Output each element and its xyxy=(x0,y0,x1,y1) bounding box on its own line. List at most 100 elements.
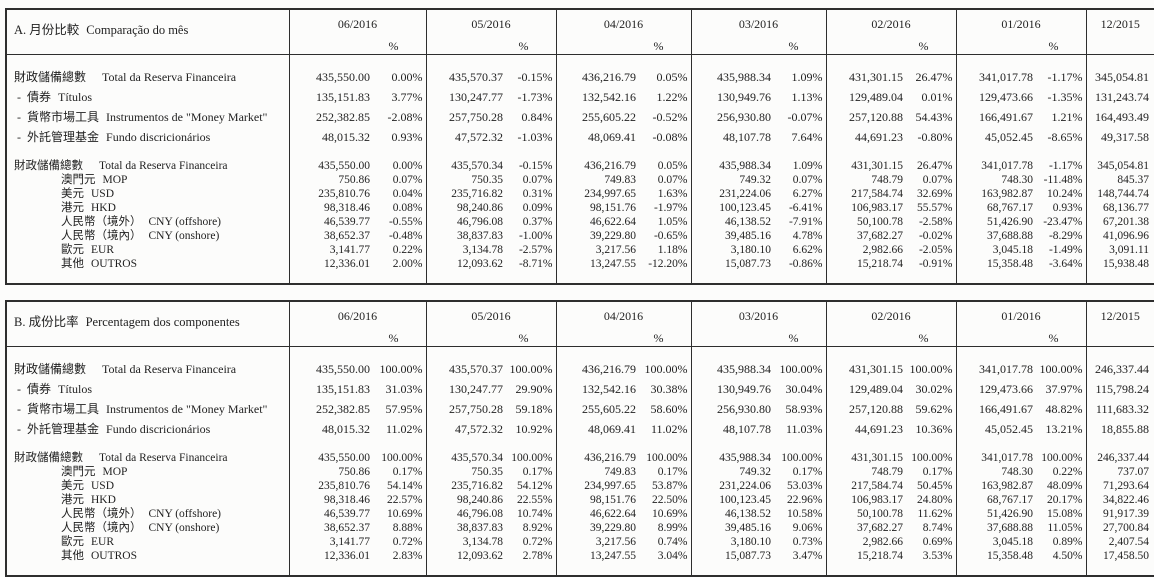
dash-prefix: - xyxy=(17,422,21,436)
value-cell: 12,093.62 xyxy=(425,549,508,563)
spacer-cell xyxy=(1085,563,1154,576)
spacer-cell xyxy=(908,145,956,159)
row-label-pt: EUR xyxy=(91,536,114,548)
row-label-zh: 財政儲備總數 xyxy=(14,160,83,172)
value-cell: 341,017.78 xyxy=(955,357,1038,377)
row-label-zh: 美元 xyxy=(61,188,84,200)
value-cell: 231,224.06 xyxy=(690,187,776,201)
spacer-cell xyxy=(6,437,289,451)
header-row-percent: %%%%%% xyxy=(6,331,1154,347)
spacer-cell xyxy=(375,271,426,284)
value-cell-dec2015: 246,337.44 xyxy=(1085,357,1154,377)
value-cell-dec2015: 34,822.46 xyxy=(1085,493,1154,507)
value-cell: 235,810.76 xyxy=(288,479,375,493)
value-cell: 436,216.79 xyxy=(555,357,641,377)
percent-cell: 0.00% xyxy=(392,160,423,172)
percent-cell: 2.00% xyxy=(392,258,423,270)
percent-cell: 100.00% xyxy=(1039,362,1083,376)
value-cell: 748.79 xyxy=(825,173,908,187)
percent-cell: 11.62% xyxy=(917,508,953,520)
value-cell: 129,473.66 xyxy=(955,377,1038,397)
spacer-cell xyxy=(1085,271,1154,284)
percent-cell: 10.92% xyxy=(515,422,553,436)
column-header-month: 05/2016 xyxy=(425,301,556,331)
value-cell: 12,336.01 xyxy=(288,257,375,271)
spacer-cell xyxy=(288,271,375,284)
row-label-pt: Total da Reserva Financeira xyxy=(99,160,228,172)
table-row: 美元 USD 235,810.76 0.04% 235,716.82 0.31% 234,9… xyxy=(6,187,1154,201)
percent-cell: 48.82% xyxy=(1045,402,1083,416)
row-label-pt: OUTROS xyxy=(91,258,138,270)
percent-cell: 48.09% xyxy=(1047,480,1083,492)
column-header-month: 06/2016 xyxy=(288,301,426,331)
percent-cell: 0.17% xyxy=(922,466,953,478)
value-cell: 234,997.65 xyxy=(555,187,641,201)
value-cell-dec2015: 27,700.84 xyxy=(1085,521,1154,535)
section-title-zh: A. 月份比較 xyxy=(14,23,80,37)
percent-cell: 8.74% xyxy=(922,522,953,534)
column-header-month: 06/2016 xyxy=(288,9,426,39)
value-cell: 163,982.87 xyxy=(955,187,1038,201)
spacer-cell xyxy=(641,271,691,284)
spacer-row xyxy=(6,437,1154,451)
percent-cell: 6.27% xyxy=(792,188,823,200)
row-label: - 外託管理基金 Fundo discricionários xyxy=(6,417,289,437)
percent-cell: -0.86% xyxy=(788,258,823,270)
row-label: 歐元 EUR xyxy=(6,243,289,257)
value-cell: 130,949.76 xyxy=(690,85,776,105)
value-cell: 13,247.55 xyxy=(555,549,641,563)
percent-cell: 11.05% xyxy=(1047,522,1083,534)
percent-cell: 4.78% xyxy=(792,230,823,242)
value-cell: 130,247.77 xyxy=(425,85,508,105)
column-header-percent: % xyxy=(425,39,556,55)
percent-cell: 20.17% xyxy=(1047,494,1083,506)
column-header-month: 04/2016 xyxy=(555,9,691,39)
percent-cell: 10.36% xyxy=(915,422,953,436)
row-label: 人民幣（境外） CNY (offshore) xyxy=(6,507,289,521)
percent-cell: 24.80% xyxy=(917,494,953,506)
value-cell: 48,069.41 xyxy=(555,125,641,145)
value-cell: 37,682.27 xyxy=(825,229,908,243)
value-cell: 255,605.22 xyxy=(555,397,641,417)
percent-cell: -1.97% xyxy=(653,202,688,214)
row-label: 人民幣（境外） CNY (offshore) xyxy=(6,215,289,229)
percent-cell: 3.47% xyxy=(792,550,823,562)
percent-cell: 0.73% xyxy=(792,536,823,548)
spacer-cell xyxy=(1085,437,1154,451)
spacer-cell xyxy=(908,271,956,284)
table-row: - 債券 Títulos 135,151.83 3.77% 130,247.77 -1.73… xyxy=(6,85,1154,105)
percent-cell: 15.08% xyxy=(1047,508,1083,520)
section-title: B. 成份比率 Percentagem dos componentes xyxy=(6,301,289,347)
column-header-month: 04/2016 xyxy=(555,301,691,331)
spacer-cell xyxy=(1038,145,1086,159)
row-label-pt: USD xyxy=(91,188,115,200)
row-label: 財政儲備總數 Total da Reserva Financeira xyxy=(6,451,289,465)
percent-cell: 59.18% xyxy=(515,402,553,416)
column-header-month: 02/2016 xyxy=(825,301,956,331)
percent-cell: 8.99% xyxy=(657,522,688,534)
percent-cell: 0.07% xyxy=(922,174,953,186)
row-label-zh: 外託管理基金 xyxy=(27,422,100,436)
percent-cell: 22.50% xyxy=(652,494,688,506)
value-cell: 163,982.87 xyxy=(955,479,1038,493)
value-cell-dec2015: 246,337.44 xyxy=(1085,451,1154,465)
row-label: 港元 HKD xyxy=(6,493,289,507)
percent-cell: 54.14% xyxy=(387,480,423,492)
value-cell: 44,691.23 xyxy=(825,417,908,437)
spacer-cell xyxy=(555,145,641,159)
percent-cell: 0.89% xyxy=(1052,536,1083,548)
spacer-cell xyxy=(6,563,289,576)
percent-cell: 8.88% xyxy=(392,522,423,534)
row-label-pt: Títulos xyxy=(58,90,93,104)
value-cell-dec2015: 737.07 xyxy=(1085,465,1154,479)
spacer-cell xyxy=(955,563,1038,576)
percent-cell: 29.90% xyxy=(515,382,553,396)
value-cell: 46,796.08 xyxy=(425,507,508,521)
section-title: A. 月份比較 Comparação do mês xyxy=(6,9,289,55)
spacer-cell xyxy=(825,271,908,284)
percent-cell: 3.77% xyxy=(391,90,423,104)
value-cell: 234,997.65 xyxy=(555,479,641,493)
percent-cell: 0.07% xyxy=(392,174,423,186)
row-label-zh: 澳門元 xyxy=(61,174,96,186)
value-cell: 129,489.04 xyxy=(825,85,908,105)
